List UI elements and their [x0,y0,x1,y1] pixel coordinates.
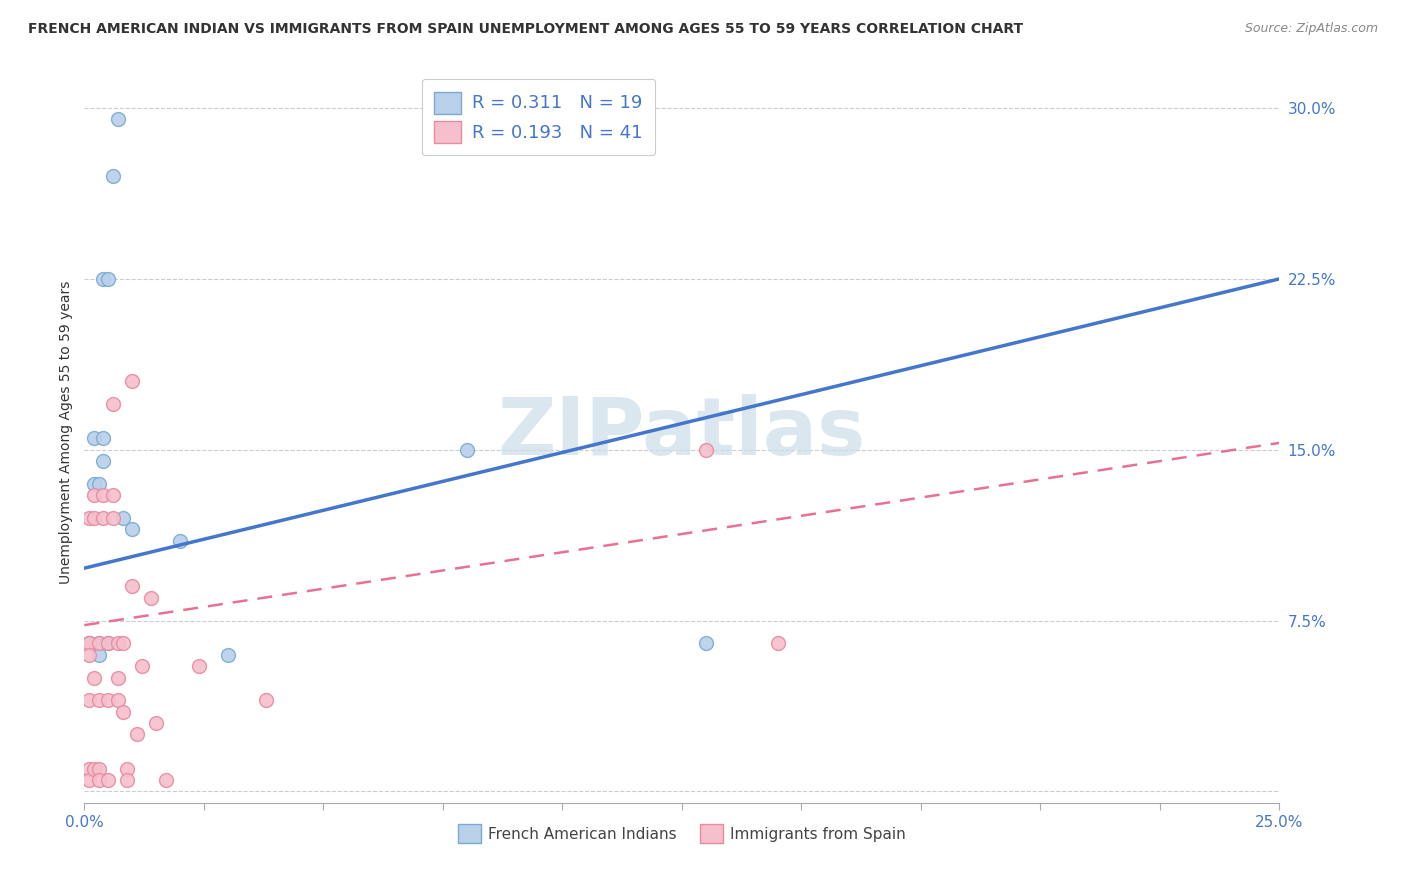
Point [87,693,110,707]
Point [77,636,100,650]
Point [117,772,139,787]
Point [107,693,129,707]
Point [87,476,110,491]
Point [93,272,115,286]
Point [125,727,148,741]
Point [93,454,115,468]
Point [77,636,100,650]
Point [93,488,115,502]
Point [77,511,100,525]
Point [121,523,143,537]
Point [188,659,211,673]
Point [111,705,134,719]
Point [87,636,110,650]
Y-axis label: Unemployment Among Ages 55 to 59 years: Unemployment Among Ages 55 to 59 years [59,281,73,584]
Point [107,671,129,685]
Point [254,693,277,707]
Point [97,772,120,787]
Point [107,112,129,127]
Legend: French American Indians, Immigrants from Spain: French American Indians, Immigrants from… [450,817,914,851]
Point [169,533,191,548]
Point [101,397,124,411]
Point [155,772,177,787]
Point [93,511,115,525]
Point [111,511,134,525]
Point [83,431,105,445]
Point [97,272,120,286]
Point [83,511,105,525]
Point [83,476,105,491]
Point [93,431,115,445]
Point [87,636,110,650]
Point [121,375,143,389]
Point [83,762,105,776]
Point [77,648,100,662]
Point [766,636,789,650]
Point [87,762,110,776]
Text: FRENCH AMERICAN INDIAN VS IMMIGRANTS FROM SPAIN UNEMPLOYMENT AMONG AGES 55 TO 59: FRENCH AMERICAN INDIAN VS IMMIGRANTS FRO… [28,22,1024,37]
Point [87,772,110,787]
Point [217,648,239,662]
Point [145,716,167,731]
Point [77,772,100,787]
Point [87,648,110,662]
Point [131,659,153,673]
Point [97,636,120,650]
Point [77,762,100,776]
Point [77,636,100,650]
Point [83,488,105,502]
Point [101,511,124,525]
Point [101,488,124,502]
Text: ZIPatlas: ZIPatlas [498,393,866,472]
Point [107,636,129,650]
Point [695,442,717,457]
Point [77,693,100,707]
Point [97,636,120,650]
Point [97,693,120,707]
Text: Source: ZipAtlas.com: Source: ZipAtlas.com [1244,22,1378,36]
Point [695,636,717,650]
Point [83,671,105,685]
Point [141,591,163,605]
Point [111,636,134,650]
Point [101,169,124,184]
Point [121,579,143,593]
Point [117,762,139,776]
Point [456,442,478,457]
